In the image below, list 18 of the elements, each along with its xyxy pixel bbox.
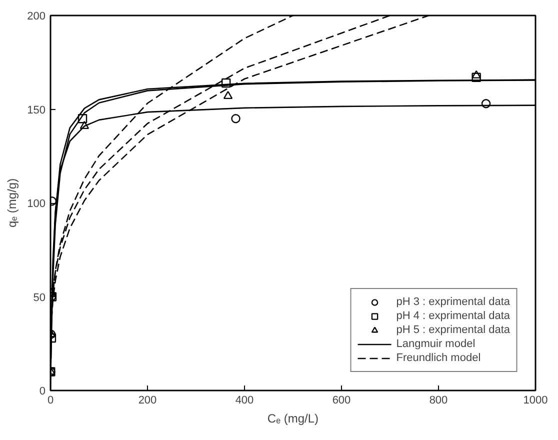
legend-label: pH 5 : exprimental data [396,323,510,337]
x-axis-title: Cₑ (mg/L) [267,412,319,426]
y-tick-label: 150 [27,104,46,116]
y-tick-label: 50 [33,292,46,304]
x-tick-label: 0 [47,394,54,406]
y-tick-label: 0 [39,386,46,398]
x-tick-label: 600 [332,394,351,406]
legend-label: Freundlich model [396,351,481,365]
x-tick-label: 400 [235,394,254,406]
y-tick-label: 200 [27,10,46,22]
x-tick-label: 200 [138,394,157,406]
x-tick-label: 1000 [523,394,548,406]
y-axis-title: qₑ (mg/g) [5,178,20,228]
x-tick-label: 800 [429,394,448,406]
legend-label: pH 4 : exprimental data [396,309,510,323]
legend-label: pH 3 : exprimental data [396,295,510,309]
y-tick-label: 100 [27,198,46,210]
legend-label: Langmuir model [396,337,476,351]
